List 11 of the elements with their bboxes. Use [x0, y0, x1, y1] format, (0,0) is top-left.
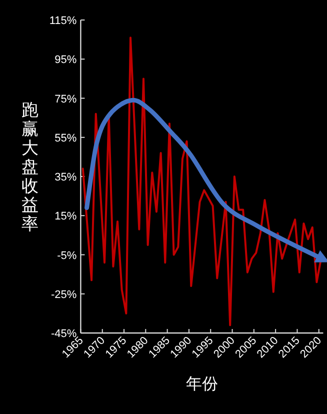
line-series [82, 36, 322, 326]
y-tick-label: 95% [54, 54, 77, 66]
y-axis-title: 跑赢大盘收益率 [22, 100, 38, 234]
y-tick-label: 115% [49, 15, 77, 27]
y-tick-label: -5% [57, 250, 77, 262]
y-tick-label: 35% [54, 172, 77, 184]
y-tick-label: 75% [54, 93, 77, 106]
y-tick-label: 55% [54, 132, 77, 144]
y-tick-label: -25% [51, 288, 77, 301]
y-tick-label: 15% [54, 210, 77, 223]
x-axis-title: 年份 [186, 376, 218, 393]
